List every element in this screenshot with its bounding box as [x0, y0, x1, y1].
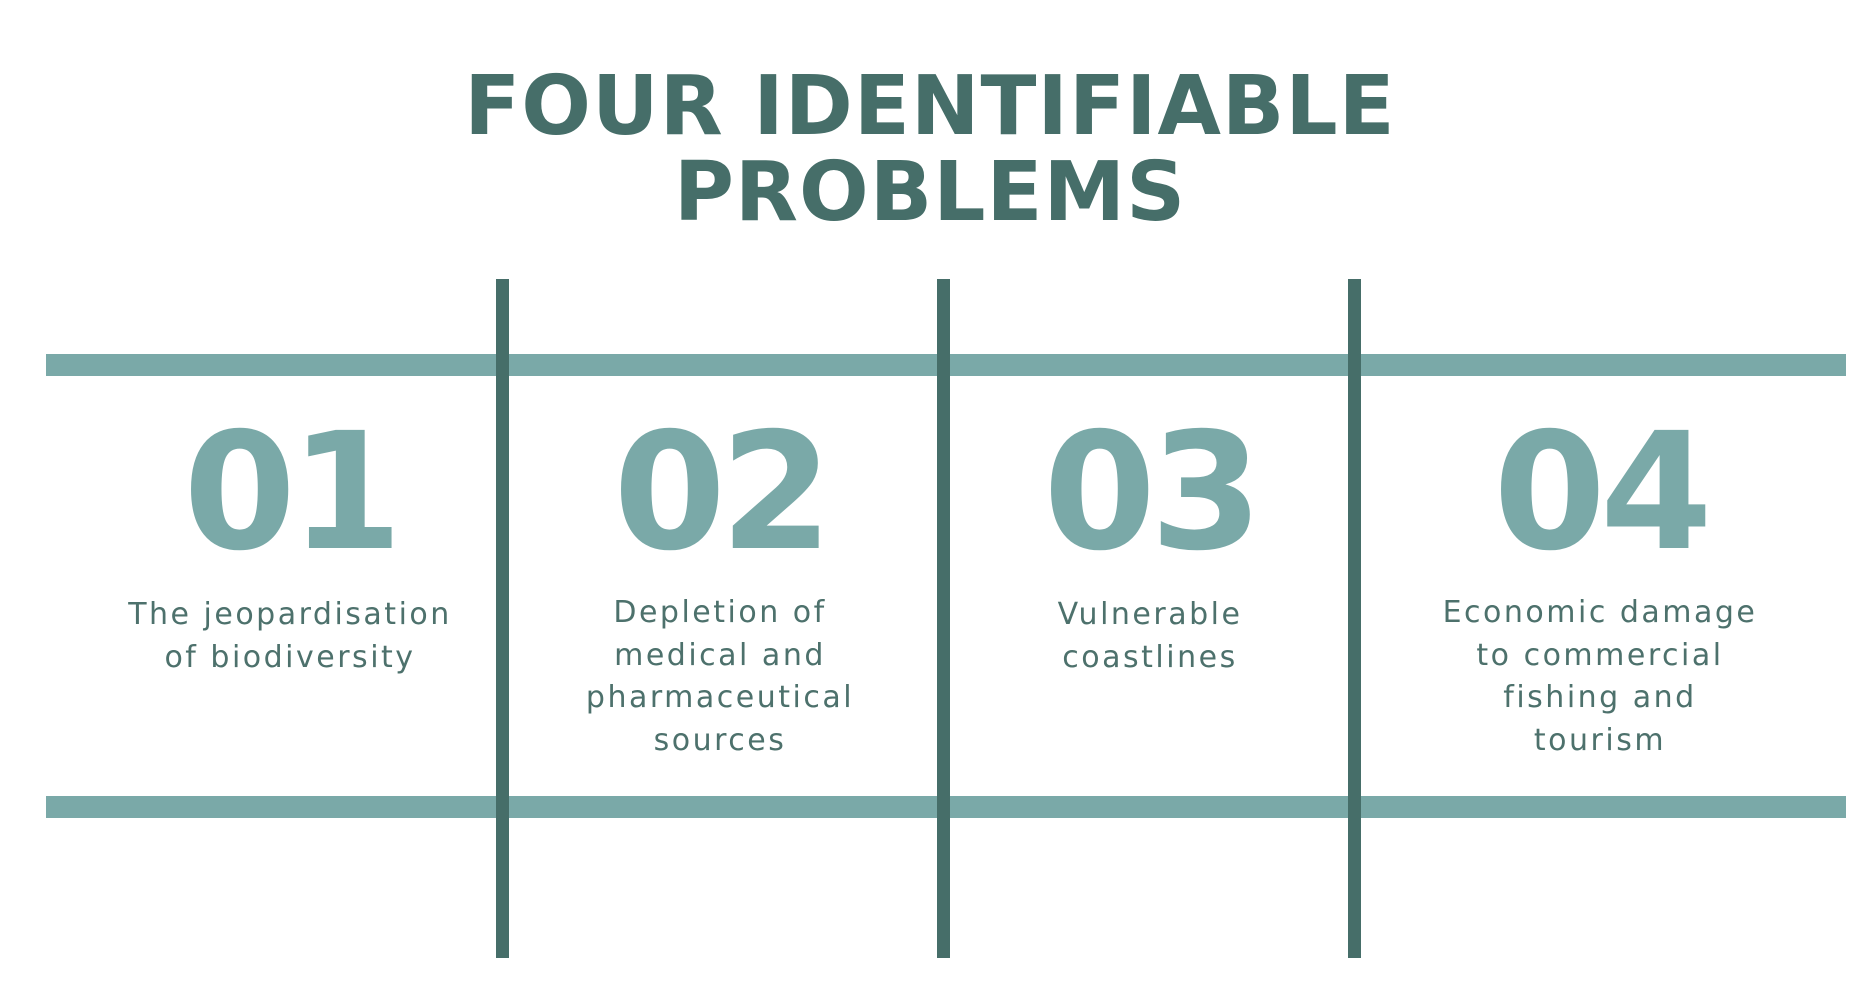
- problem-item-1: 01 The jeopardisation of biodiversity: [110, 410, 470, 679]
- infographic-title: FOUR IDENTIFIABLE PROBLEMS: [0, 64, 1860, 236]
- problem-number-2: 02: [613, 399, 832, 587]
- divider-1: [496, 279, 509, 958]
- problem-label-1: The jeopardisation of biodiversity: [128, 597, 452, 675]
- title-line-1: FOUR IDENTIFIABLE: [464, 59, 1396, 154]
- problem-item-2: 02 Depletion of medical and pharmaceutic…: [560, 410, 880, 762]
- problem-label-3: Vulnerable coastlines: [1057, 597, 1243, 675]
- problem-number-1: 01: [183, 399, 402, 587]
- divider-3: [1348, 279, 1361, 958]
- problem-item-4: 04 Economic damage to commercial fishing…: [1420, 410, 1780, 762]
- problem-number-3: 03: [1043, 399, 1262, 587]
- problem-label-2: Depletion of medical and pharmaceutical …: [585, 595, 855, 758]
- divider-2: [937, 279, 950, 958]
- problem-label-4: Economic damage to commercial fishing an…: [1442, 595, 1758, 758]
- problem-number-4: 04: [1493, 399, 1712, 587]
- title-line-2: PROBLEMS: [673, 145, 1187, 240]
- problem-item-3: 03 Vulnerable coastlines: [1010, 410, 1290, 679]
